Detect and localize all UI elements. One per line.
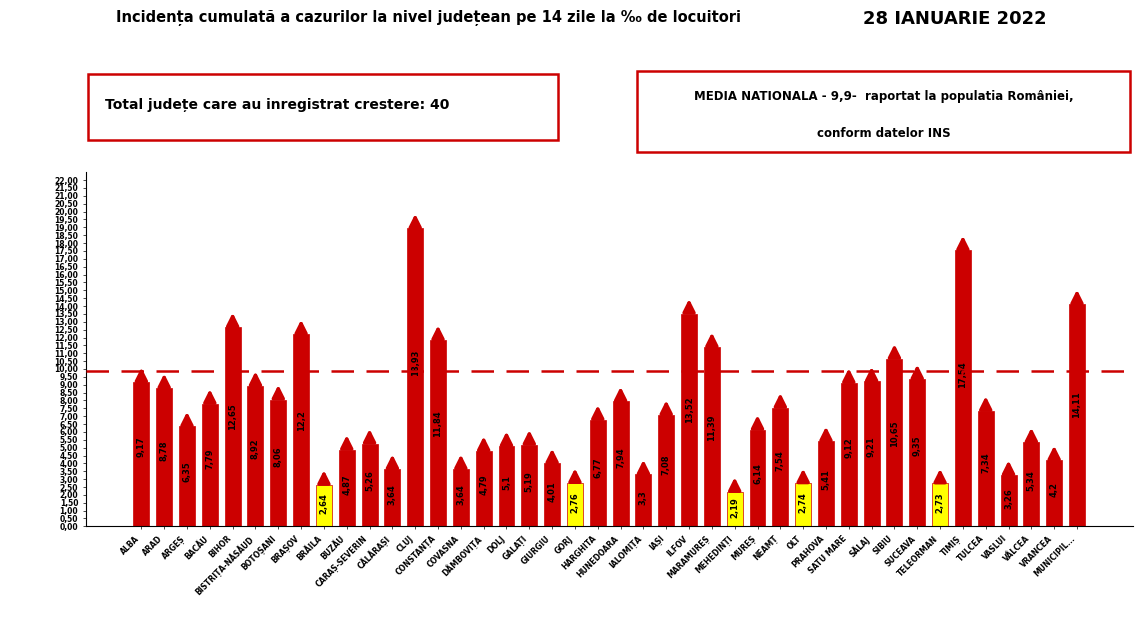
Text: 7,79: 7,79 [205, 449, 214, 469]
Bar [772, 408, 788, 526]
Text: 7,54: 7,54 [776, 450, 785, 471]
Bar [795, 483, 811, 526]
Bar [887, 359, 903, 526]
Text: 7,34: 7,34 [982, 452, 991, 473]
Text: 5,26: 5,26 [365, 470, 374, 491]
Text: 5,41: 5,41 [821, 469, 831, 490]
Text: 12,2: 12,2 [296, 410, 305, 431]
Text: 7,08: 7,08 [661, 455, 670, 475]
Text: 2,73: 2,73 [936, 493, 945, 513]
Text: 6,35: 6,35 [183, 461, 191, 482]
Text: 5,19: 5,19 [525, 471, 534, 492]
FancyBboxPatch shape [88, 74, 558, 140]
Bar [726, 492, 742, 526]
Bar [157, 388, 173, 526]
Text: 8,92: 8,92 [251, 439, 260, 459]
Bar [316, 485, 332, 526]
Text: 9,17: 9,17 [137, 436, 146, 457]
Text: 2,76: 2,76 [571, 492, 580, 513]
Bar [704, 347, 720, 526]
Bar [841, 383, 857, 526]
Text: 11,39: 11,39 [707, 415, 716, 441]
Text: Total județe care au inregistrat crestere: 40: Total județe care au inregistrat crester… [105, 98, 450, 112]
Bar [407, 228, 423, 526]
Bar [818, 441, 834, 526]
Bar [567, 483, 583, 526]
Text: 2,74: 2,74 [799, 493, 808, 513]
Bar [1024, 442, 1040, 526]
Bar [134, 382, 150, 526]
Bar [247, 386, 263, 526]
Text: 3,64: 3,64 [388, 484, 397, 505]
Bar [499, 446, 515, 526]
Bar [270, 399, 286, 526]
Text: 3,64: 3,64 [456, 484, 466, 505]
Text: 4,01: 4,01 [548, 481, 557, 502]
Text: 4,79: 4,79 [479, 475, 488, 495]
Bar [681, 314, 697, 526]
Text: 18,93: 18,93 [411, 350, 420, 376]
Bar [201, 404, 217, 526]
Bar [590, 420, 606, 526]
Text: 4,2: 4,2 [1050, 482, 1058, 498]
Text: 3,3: 3,3 [638, 491, 648, 505]
Bar [476, 451, 492, 526]
Bar [909, 379, 925, 526]
Text: 13,52: 13,52 [684, 396, 693, 422]
Text: 4,87: 4,87 [342, 474, 351, 494]
Bar [545, 463, 561, 526]
Text: 12,65: 12,65 [228, 403, 237, 430]
Text: 17,54: 17,54 [959, 361, 968, 388]
Text: 5,34: 5,34 [1027, 470, 1035, 491]
Text: 11,84: 11,84 [434, 411, 443, 437]
Bar [1001, 475, 1017, 526]
Text: 2,64: 2,64 [319, 493, 328, 514]
Text: Incidența cumulată a cazurilor la nivel județean pe 14 zile la ‰ de locuitori: Incidența cumulată a cazurilor la nivel … [117, 10, 741, 26]
Text: 28 IANUARIE 2022: 28 IANUARIE 2022 [864, 10, 1047, 27]
Bar [864, 382, 880, 526]
Bar [612, 401, 628, 526]
Bar [749, 430, 765, 526]
Bar [293, 334, 309, 526]
Text: 9,21: 9,21 [867, 436, 876, 457]
Bar [978, 411, 994, 526]
Text: 8,78: 8,78 [160, 440, 168, 461]
Bar [635, 475, 651, 526]
Text: 3,26: 3,26 [1004, 488, 1014, 508]
Bar [224, 327, 240, 526]
Bar [1068, 304, 1085, 526]
Text: 6,77: 6,77 [594, 457, 602, 478]
Text: MEDIA NATIONALA - 9,9-  raportat la populatia României,: MEDIA NATIONALA - 9,9- raportat la popul… [694, 90, 1073, 103]
Text: 6,14: 6,14 [753, 463, 762, 484]
Text: 2,19: 2,19 [730, 497, 739, 518]
Text: 7,94: 7,94 [617, 447, 625, 468]
Text: 5,1: 5,1 [502, 475, 511, 490]
Bar [178, 426, 194, 526]
Bar [430, 340, 446, 526]
Text: 9,35: 9,35 [913, 435, 922, 456]
Bar [339, 450, 355, 526]
Text: 14,11: 14,11 [1072, 391, 1081, 418]
Text: 9,12: 9,12 [844, 437, 853, 458]
Bar [362, 443, 378, 526]
Bar [955, 250, 971, 526]
Bar [1046, 460, 1062, 526]
Bar [384, 469, 400, 526]
Bar [453, 469, 469, 526]
Bar [522, 445, 538, 526]
Text: conform datelor INS: conform datelor INS [817, 128, 951, 140]
Text: 10,65: 10,65 [890, 421, 899, 447]
Bar [932, 484, 948, 526]
Bar [658, 415, 674, 526]
Text: 8,06: 8,06 [273, 446, 283, 467]
FancyBboxPatch shape [637, 71, 1130, 152]
